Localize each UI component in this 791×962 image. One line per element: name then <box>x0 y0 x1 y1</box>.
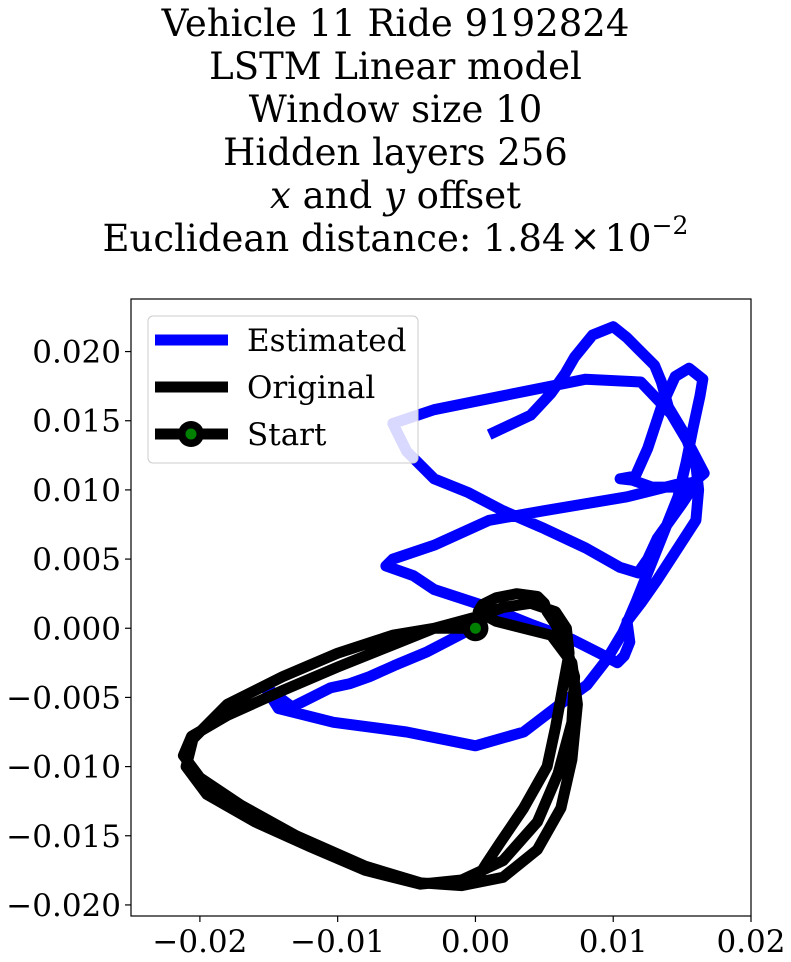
y-axis: 0.020 0.015 0.010 0.005 0.000 −0.005 −0.010 −0.… <box>6 335 131 924</box>
legend-box <box>147 315 419 464</box>
x-tick-label: −0.01 <box>290 924 385 960</box>
legend-label-original: Original <box>247 370 375 406</box>
title-var-x: x <box>270 174 291 217</box>
title-line-4: Hidden layers 256 <box>223 131 568 174</box>
distance-prefix: Euclidean distance: <box>102 217 484 260</box>
title-line-2: LSTM Linear model <box>209 45 582 88</box>
legend: Estimated Original Start <box>147 315 419 464</box>
title-line-1: Vehicle 11 Ride 9192824 <box>161 2 630 45</box>
start-marker <box>469 622 481 634</box>
distance-base: 10 <box>604 217 652 260</box>
legend-marker <box>185 428 197 440</box>
x-tick-label: −0.02 <box>152 924 247 960</box>
distance-times: × <box>569 217 601 260</box>
y-tick-label: −0.015 <box>6 819 121 855</box>
y-tick-label: 0.015 <box>32 404 121 440</box>
marker-layer <box>462 615 489 642</box>
y-tick-label: 0.005 <box>32 542 121 578</box>
title-conj: and <box>290 174 384 217</box>
title-line-offset: x and y offset <box>0 174 791 217</box>
x-tick-label: 0.01 <box>579 924 648 960</box>
title-line-distance: Euclidean distance: 1.84 × 10−2 <box>0 213 791 260</box>
y-tick-label: −0.020 <box>6 888 121 924</box>
x-tick-label: 0.02 <box>716 924 785 960</box>
legend-label-start: Start <box>247 417 327 453</box>
distance-exponent: −2 <box>651 211 689 240</box>
legend-label-estimated: Estimated <box>247 323 406 359</box>
y-tick-label: −0.005 <box>6 680 121 716</box>
x-tick-label: 0.00 <box>441 924 510 960</box>
x-axis: −0.02 −0.01 0.00 0.01 0.02 <box>152 916 786 960</box>
title-offset-text: offset <box>404 174 521 217</box>
y-tick-label: 0.020 <box>32 335 121 371</box>
distance-mantissa: 1.84 <box>483 217 566 260</box>
title-line-3: Window size 10 <box>248 88 543 131</box>
chart-title: Vehicle 11 Ride 9192824 LSTM Linear mode… <box>0 2 791 260</box>
series-line-original <box>177 588 583 892</box>
series-layer <box>177 321 710 892</box>
y-tick-label: 0.000 <box>32 611 121 647</box>
y-tick-label: −0.010 <box>6 750 121 786</box>
y-tick-label: 0.010 <box>32 473 121 509</box>
series-line-estimated <box>259 321 710 752</box>
title-var-y: y <box>384 174 405 217</box>
plot-frame <box>130 298 752 917</box>
